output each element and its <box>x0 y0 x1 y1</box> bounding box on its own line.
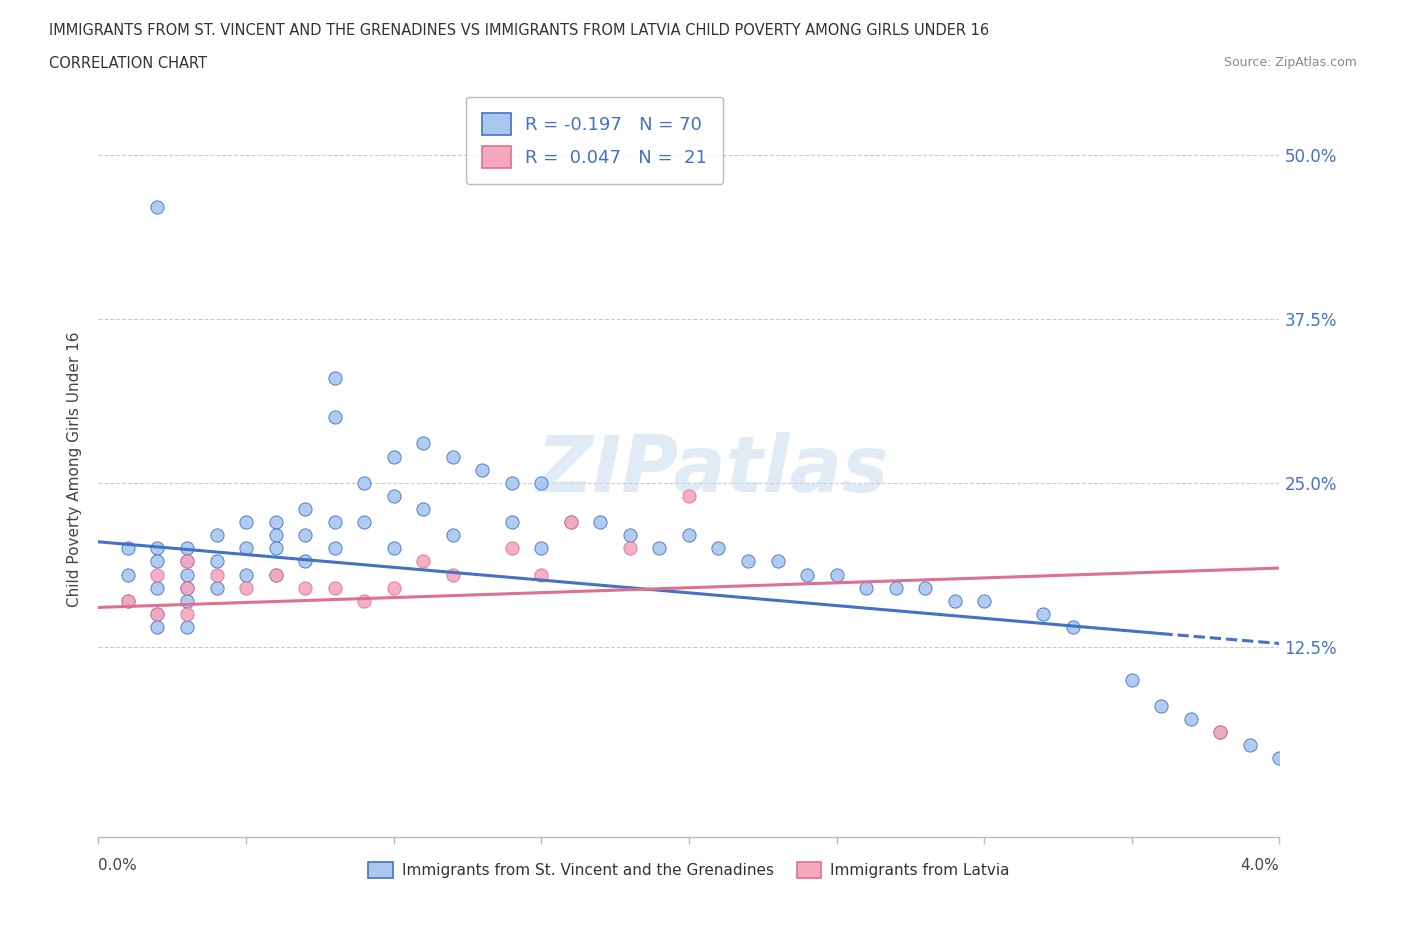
Point <box>1298 764 1320 778</box>
Point <box>323 514 346 529</box>
Point <box>353 593 375 608</box>
Point <box>117 541 139 556</box>
Point <box>1209 724 1232 739</box>
Point <box>176 580 198 595</box>
Point <box>264 528 287 543</box>
Point <box>943 593 966 608</box>
Point <box>530 541 553 556</box>
Point <box>146 541 169 556</box>
Point <box>353 514 375 529</box>
Point <box>353 475 375 490</box>
Point <box>176 554 198 569</box>
Y-axis label: Child Poverty Among Girls Under 16: Child Poverty Among Girls Under 16 <box>67 332 83 607</box>
Point <box>441 567 464 582</box>
Text: 0.0%: 0.0% <box>98 858 138 873</box>
Point <box>530 567 553 582</box>
Point <box>678 488 700 503</box>
Text: 4.0%: 4.0% <box>1240 858 1279 873</box>
Point <box>382 541 405 556</box>
Point <box>323 370 346 385</box>
Point <box>707 541 730 556</box>
Point <box>1062 619 1084 634</box>
Point <box>973 593 995 608</box>
Text: Source: ZipAtlas.com: Source: ZipAtlas.com <box>1223 56 1357 69</box>
Point <box>146 606 169 621</box>
Point <box>176 554 198 569</box>
Point <box>1239 737 1261 752</box>
Point <box>235 541 257 556</box>
Point <box>412 501 434 516</box>
Point <box>412 436 434 451</box>
Legend: Immigrants from St. Vincent and the Grenadines, Immigrants from Latvia: Immigrants from St. Vincent and the Gren… <box>361 856 1017 884</box>
Point <box>146 554 169 569</box>
Point <box>176 593 198 608</box>
Point <box>294 580 316 595</box>
Point <box>560 514 582 529</box>
Point <box>382 488 405 503</box>
Point <box>648 541 671 556</box>
Point <box>117 567 139 582</box>
Point <box>1032 606 1054 621</box>
Point <box>146 580 169 595</box>
Point <box>235 514 257 529</box>
Point <box>914 580 936 595</box>
Point <box>855 580 877 595</box>
Point <box>825 567 848 582</box>
Point <box>264 541 287 556</box>
Point <box>530 475 553 490</box>
Point <box>1150 698 1173 713</box>
Point <box>382 449 405 464</box>
Point <box>146 606 169 621</box>
Point <box>117 593 139 608</box>
Point <box>117 593 139 608</box>
Point <box>294 501 316 516</box>
Point <box>1121 672 1143 687</box>
Point <box>146 619 169 634</box>
Point <box>501 475 523 490</box>
Point <box>235 580 257 595</box>
Point <box>146 567 169 582</box>
Point <box>205 554 228 569</box>
Point <box>501 514 523 529</box>
Point <box>560 514 582 529</box>
Point <box>1268 751 1291 765</box>
Point <box>619 528 641 543</box>
Text: CORRELATION CHART: CORRELATION CHART <box>49 56 207 71</box>
Text: IMMIGRANTS FROM ST. VINCENT AND THE GRENADINES VS IMMIGRANTS FROM LATVIA CHILD P: IMMIGRANTS FROM ST. VINCENT AND THE GREN… <box>49 23 990 38</box>
Point <box>205 528 228 543</box>
Text: ZIPatlas: ZIPatlas <box>537 432 889 508</box>
Point <box>1209 724 1232 739</box>
Point <box>205 567 228 582</box>
Point <box>176 580 198 595</box>
Point <box>619 541 641 556</box>
Point <box>501 541 523 556</box>
Point <box>264 514 287 529</box>
Point <box>176 567 198 582</box>
Point <box>441 528 464 543</box>
Point <box>235 567 257 582</box>
Point <box>441 449 464 464</box>
Point <box>412 554 434 569</box>
Point <box>471 462 494 477</box>
Point <box>589 514 612 529</box>
Point <box>205 580 228 595</box>
Point <box>294 528 316 543</box>
Point <box>264 567 287 582</box>
Point <box>737 554 759 569</box>
Point <box>146 200 169 215</box>
Point <box>323 410 346 425</box>
Point <box>176 606 198 621</box>
Point <box>884 580 907 595</box>
Point <box>176 541 198 556</box>
Point <box>264 567 287 582</box>
Point <box>323 580 346 595</box>
Point <box>766 554 789 569</box>
Point <box>796 567 818 582</box>
Point <box>294 554 316 569</box>
Point <box>382 580 405 595</box>
Point <box>176 619 198 634</box>
Point <box>678 528 700 543</box>
Point <box>323 541 346 556</box>
Point <box>1180 711 1202 726</box>
